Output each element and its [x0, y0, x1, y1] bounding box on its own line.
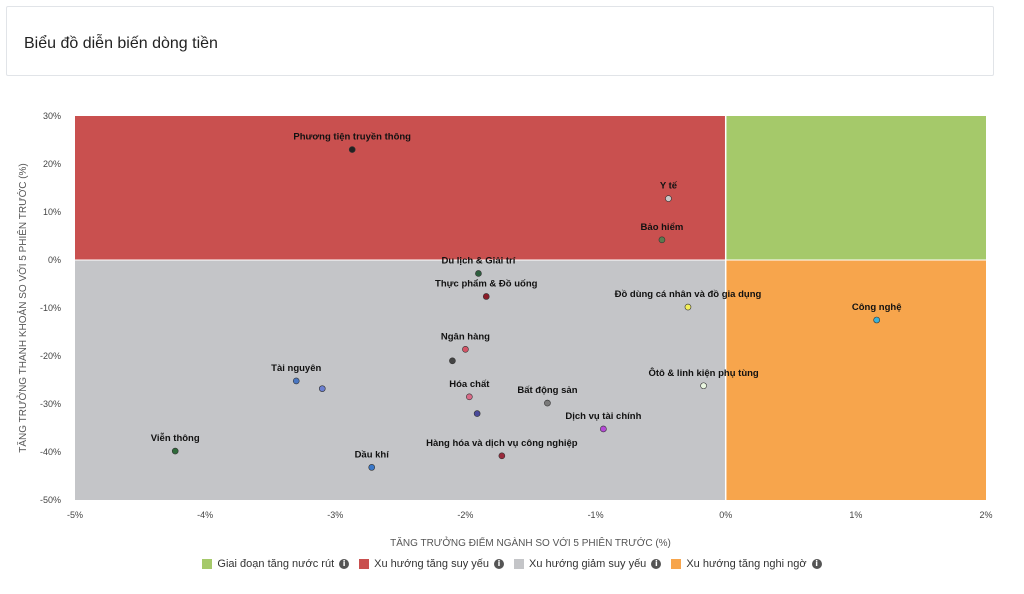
legend-item-doubtful-uptrend[interactable]: Xu hướng tăng nghi ngờ i — [671, 558, 822, 570]
info-icon[interactable]: i — [494, 559, 504, 569]
data-label: Hóa chất — [449, 379, 490, 390]
data-label: Y tế — [660, 181, 678, 192]
x-tick-label: -1% — [588, 510, 604, 520]
data-point — [665, 195, 672, 202]
data-point — [700, 382, 707, 390]
data-point — [498, 452, 506, 460]
data-label: Công nghệ — [852, 302, 902, 313]
y-tick-label: 10% — [43, 207, 61, 217]
y-tick-label: 30% — [43, 111, 61, 121]
data-point — [368, 464, 376, 471]
data-point — [684, 303, 692, 311]
data-point — [292, 377, 300, 385]
y-tick-label: -10% — [40, 303, 61, 313]
data-point — [462, 345, 469, 353]
x-tick-label: 0% — [719, 510, 732, 520]
data-point — [658, 236, 666, 244]
x-tick-label: -5% — [67, 510, 83, 520]
data-point — [873, 316, 880, 324]
x-axis-title: TĂNG TRƯỞNG ĐIỂM NGÀNH SO VỚI 5 PHIÊN TR… — [390, 536, 671, 549]
data-point — [318, 385, 326, 392]
quadrant-region — [75, 260, 726, 500]
y-tick-label: 0% — [48, 255, 61, 265]
page-title: Biểu đồ diễn biến dòng tiền — [24, 35, 218, 52]
x-tick-label: -2% — [457, 510, 473, 520]
quadrant-region — [725, 260, 986, 500]
data-point — [466, 393, 473, 401]
legend-swatch-icon — [671, 559, 682, 569]
data-point — [171, 447, 179, 455]
info-icon[interactable]: i — [651, 559, 662, 569]
info-icon[interactable]: i — [811, 559, 822, 569]
data-point — [449, 357, 456, 365]
legend-label: Xu hướng tăng suy yếu — [374, 558, 489, 570]
quadrant-region — [725, 116, 986, 260]
x-tick-label: 2% — [979, 510, 992, 520]
chart-legend: Giai đoạn tăng nước rút i Xu hướng tăng … — [0, 556, 1024, 572]
legend-item-weakening-uptrend[interactable]: Xu hướng tăng suy yếu i — [359, 558, 504, 570]
data-label: Ngân hàng — [441, 331, 490, 342]
quadrant-region — [75, 116, 726, 260]
info-icon[interactable]: i — [339, 559, 350, 569]
legend-swatch-icon — [202, 559, 213, 569]
data-point — [475, 270, 482, 277]
x-tick-label: -4% — [197, 510, 213, 520]
chart-title-card: Biểu đồ diễn biến dòng tiền — [6, 6, 994, 76]
legend-swatch-icon — [359, 559, 370, 569]
y-tick-label: -50% — [40, 495, 61, 505]
y-tick-label: -20% — [40, 351, 61, 361]
y-tick-label: -40% — [40, 447, 61, 457]
legend-label: Xu hướng tăng nghi ngờ — [686, 558, 807, 570]
y-axis-title: TĂNG TRƯỞNG THANH KHOẢN SO VỚI 5 PHIÊN T… — [16, 163, 29, 453]
data-label: Viễn thông — [151, 433, 200, 444]
data-label: Bảo hiểm — [641, 222, 684, 233]
data-point — [348, 146, 356, 153]
data-label: Đồ dùng cá nhân và đồ gia dụng — [615, 289, 762, 300]
y-tick-label: 20% — [43, 159, 61, 169]
data-label: Ôtô & linh kiện phụ tùng — [648, 367, 758, 379]
data-point — [482, 293, 490, 300]
data-label: Tài nguyên — [271, 363, 321, 374]
data-point — [600, 425, 607, 433]
data-label: Hàng hóa và dịch vụ công nghiệp — [426, 438, 578, 449]
y-tick-label: -30% — [40, 399, 61, 409]
data-label: Dầu khí — [355, 449, 390, 460]
legend-item-weakening-downtrend[interactable]: Xu hướng giảm suy yếu i — [514, 558, 662, 570]
data-label: Thực phẩm & Đồ uống — [435, 278, 538, 289]
data-point — [544, 399, 551, 407]
data-label: Du lịch & Giải trí — [441, 255, 515, 266]
data-label: Bất động sản — [517, 385, 577, 396]
x-tick-label: -3% — [327, 510, 343, 520]
data-label: Phương tiện truyền thông — [293, 132, 411, 143]
data-point — [473, 410, 481, 417]
legend-label: Xu hướng giảm suy yếu — [529, 558, 647, 570]
legend-swatch-icon — [514, 559, 524, 569]
data-label: Dịch vụ tài chính — [565, 411, 641, 422]
legend-item-rally[interactable]: Giai đoạn tăng nước rút i — [202, 558, 350, 570]
x-tick-label: 1% — [849, 510, 862, 520]
legend-label: Giai đoạn tăng nước rút — [217, 558, 335, 570]
